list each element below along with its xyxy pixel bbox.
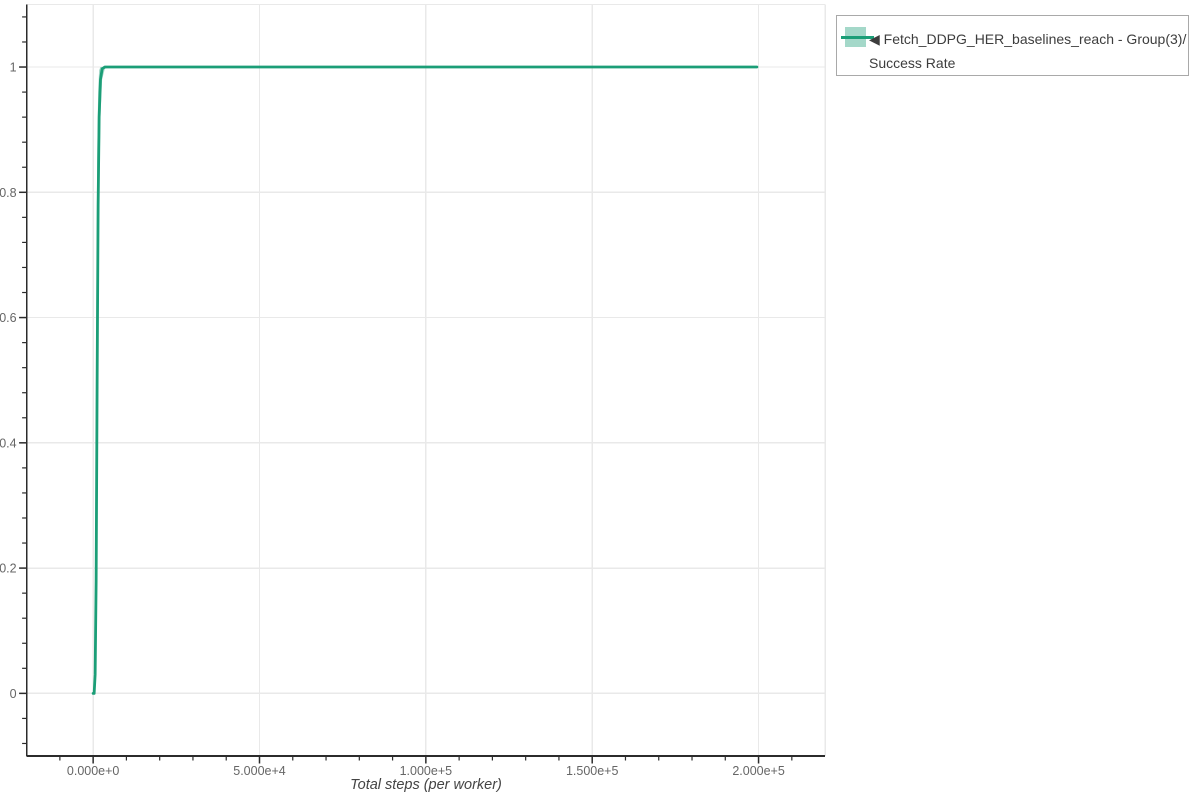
x-tick-label: 1.000e+5 — [400, 764, 453, 778]
series-band — [93, 67, 757, 694]
legend-swatch — [841, 27, 874, 47]
y-tick-label: 0.4 — [0, 436, 17, 450]
x-tick-label: 5.000e+4 — [233, 764, 286, 778]
y-tick-label: 1 — [10, 61, 17, 75]
y-tick-label: 0 — [10, 687, 17, 701]
legend-line-swatch — [841, 35, 874, 39]
x-axis-title: Total steps (per worker) — [350, 777, 502, 793]
x-tick-label: 0.000e+0 — [67, 764, 120, 778]
x-tick-label: 2.000e+5 — [732, 764, 785, 778]
y-tick-label: 0.6 — [0, 311, 17, 325]
y-tick-label: 0.2 — [0, 562, 17, 576]
series-line — [91, 65, 759, 695]
legend-entry[interactable]: ◀ Fetch_DDPG_HER_baselines_reach - Group… — [837, 16, 1188, 75]
legend-label: ◀ Fetch_DDPG_HER_baselines_reach - Group… — [869, 31, 1187, 71]
x-tick-label: 1.500e+5 — [566, 764, 619, 778]
y-tick-label: 0.8 — [0, 186, 17, 200]
legend: ◀ Fetch_DDPG_HER_baselines_reach - Group… — [836, 15, 1189, 76]
